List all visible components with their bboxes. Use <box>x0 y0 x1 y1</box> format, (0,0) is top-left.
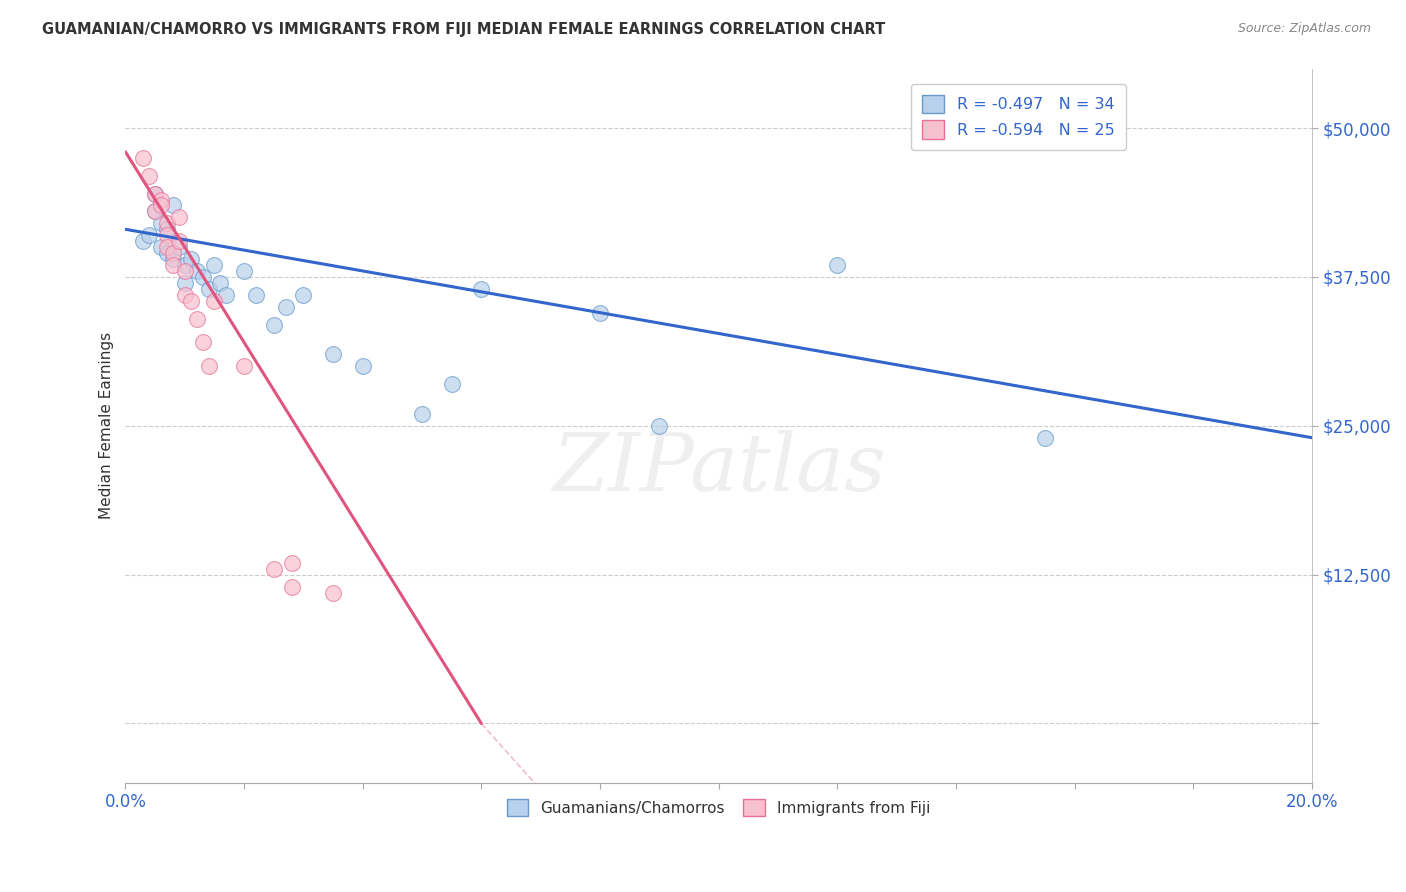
Point <box>173 264 195 278</box>
Point <box>280 556 302 570</box>
Point <box>322 347 344 361</box>
Point <box>352 359 374 374</box>
Point <box>186 264 208 278</box>
Point <box>827 258 849 272</box>
Point <box>411 407 433 421</box>
Point <box>143 186 166 201</box>
Point <box>167 234 190 248</box>
Point <box>156 240 179 254</box>
Point <box>197 282 219 296</box>
Point <box>138 169 160 183</box>
Point <box>173 287 195 301</box>
Point <box>233 359 256 374</box>
Point <box>589 306 612 320</box>
Point <box>143 204 166 219</box>
Point <box>263 562 285 576</box>
Point <box>292 287 315 301</box>
Point <box>156 228 179 243</box>
Point <box>209 276 232 290</box>
Point <box>162 252 184 266</box>
Point <box>132 234 155 248</box>
Point <box>280 580 302 594</box>
Legend: Guamanians/Chamorros, Immigrants from Fiji: Guamanians/Chamorros, Immigrants from Fi… <box>498 789 939 825</box>
Point <box>167 211 190 225</box>
Point <box>180 293 202 308</box>
Point <box>274 300 297 314</box>
Text: ZIPatlas: ZIPatlas <box>553 430 886 508</box>
Point <box>215 287 238 301</box>
Point <box>470 282 492 296</box>
Point <box>233 264 256 278</box>
Point <box>186 311 208 326</box>
Point <box>156 216 179 230</box>
Point <box>156 246 179 260</box>
Point <box>162 258 184 272</box>
Point <box>245 287 267 301</box>
Point <box>150 193 173 207</box>
Point <box>173 276 195 290</box>
Point <box>167 240 190 254</box>
Point <box>173 258 195 272</box>
Point <box>150 198 173 212</box>
Point <box>263 318 285 332</box>
Point <box>191 269 214 284</box>
Point <box>204 293 226 308</box>
Point <box>162 246 184 260</box>
Point <box>440 377 463 392</box>
Point <box>191 335 214 350</box>
Text: GUAMANIAN/CHAMORRO VS IMMIGRANTS FROM FIJI MEDIAN FEMALE EARNINGS CORRELATION CH: GUAMANIAN/CHAMORRO VS IMMIGRANTS FROM FI… <box>42 22 886 37</box>
Point <box>197 359 219 374</box>
Point <box>156 222 179 236</box>
Point <box>143 204 166 219</box>
Point <box>143 186 166 201</box>
Y-axis label: Median Female Earnings: Median Female Earnings <box>100 332 114 519</box>
Point <box>138 228 160 243</box>
Point <box>204 258 226 272</box>
Point <box>132 151 155 165</box>
Point <box>648 418 671 433</box>
Point <box>1033 431 1056 445</box>
Point <box>162 198 184 212</box>
Point <box>322 585 344 599</box>
Point <box>150 216 173 230</box>
Text: Source: ZipAtlas.com: Source: ZipAtlas.com <box>1237 22 1371 36</box>
Point <box>180 252 202 266</box>
Point <box>150 240 173 254</box>
